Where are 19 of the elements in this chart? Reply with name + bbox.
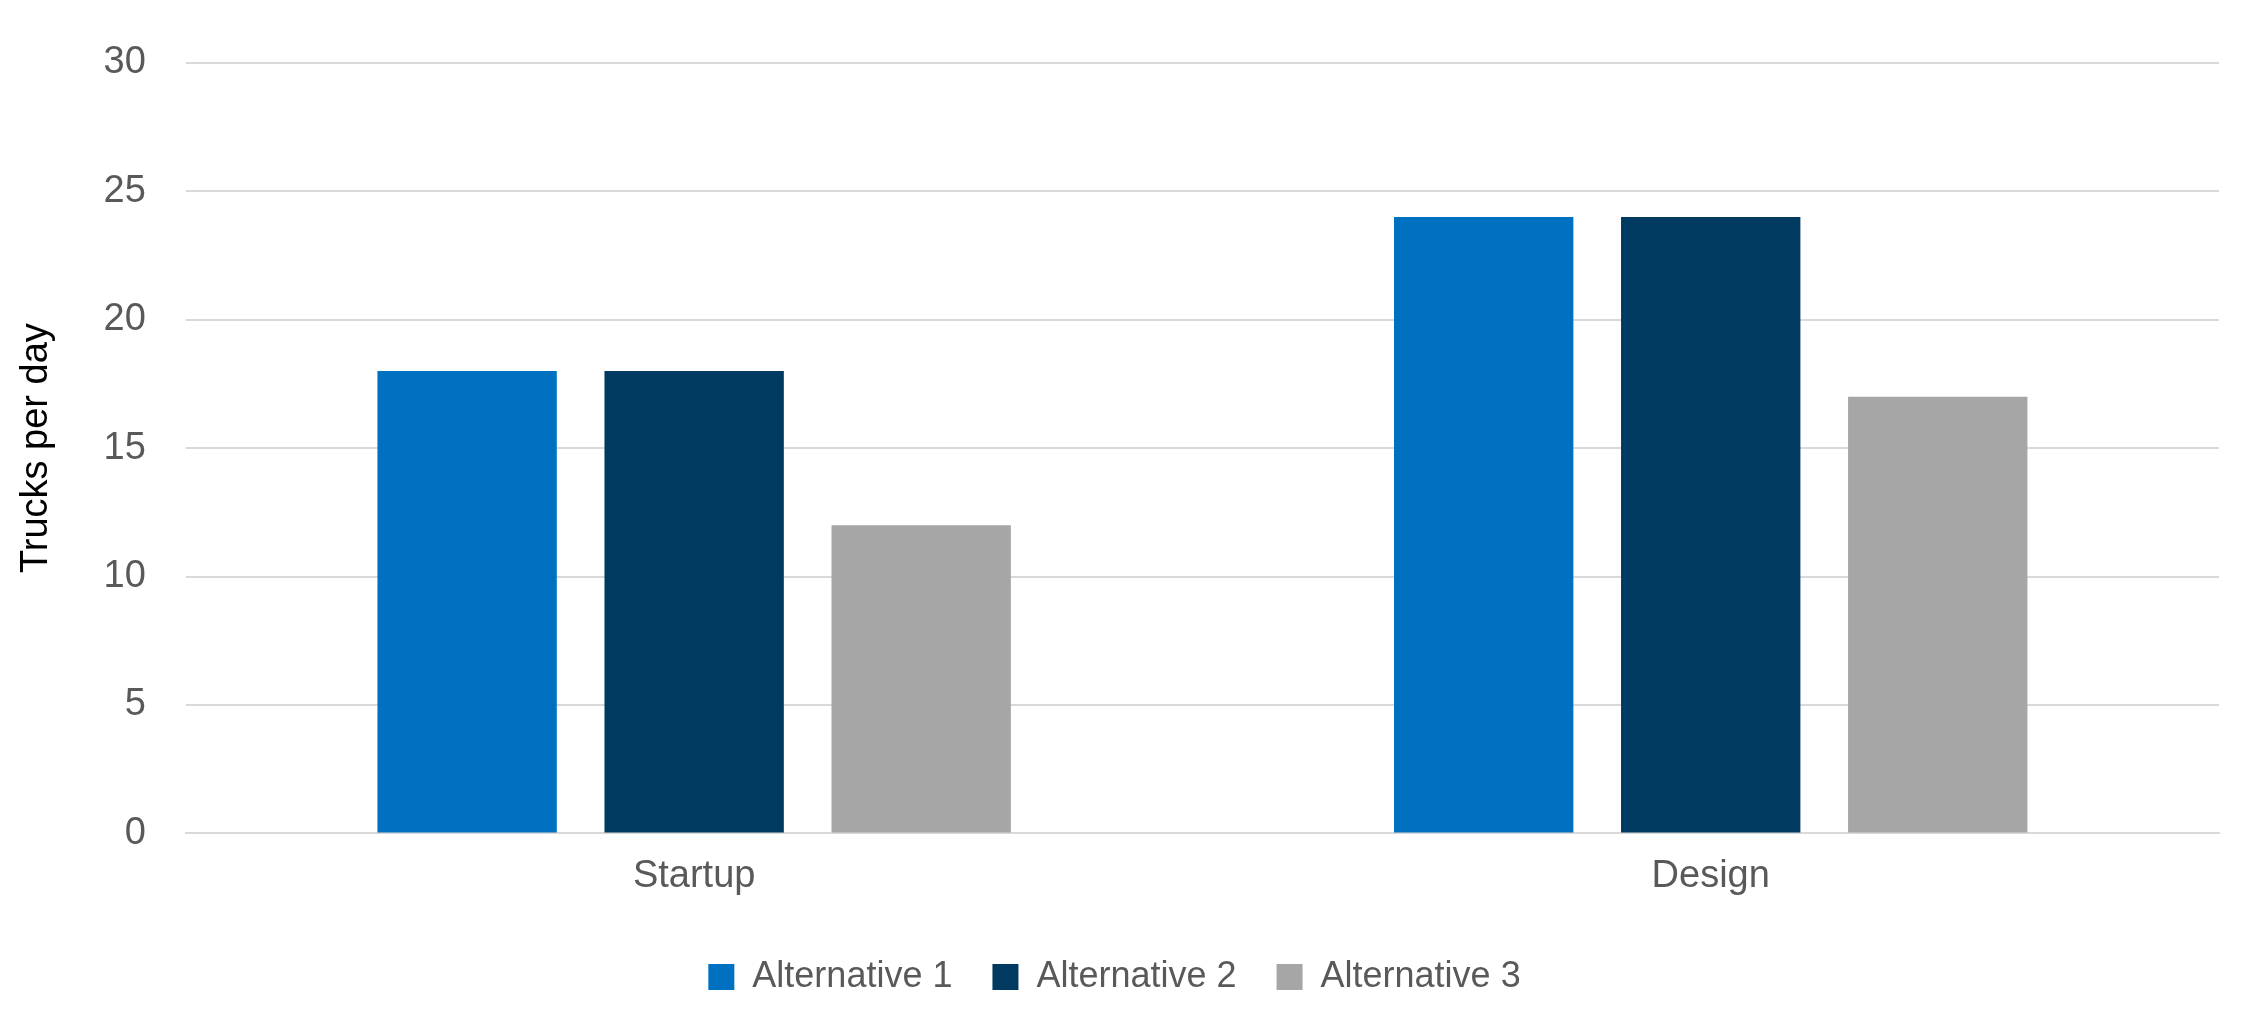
y-tick-label: 10 [103, 553, 146, 596]
y-tick-label: 30 [103, 39, 146, 82]
bar [377, 371, 557, 833]
y-tick-label: 20 [103, 296, 146, 339]
bar [1394, 216, 1574, 833]
bar [604, 371, 784, 833]
bar [831, 525, 1011, 833]
y-tick-label: 25 [103, 167, 146, 210]
y-axis-title: Trucks per day [13, 323, 56, 574]
x-tick-label: Startup [632, 852, 756, 895]
legend-label: Alternative 1 [752, 953, 953, 995]
y-tick-label: 0 [124, 809, 146, 852]
legend-label: Alternative 3 [1320, 953, 1521, 995]
legend-label: Alternative 2 [1036, 953, 1237, 995]
bar [1621, 216, 1801, 833]
bar [1848, 396, 2028, 833]
x-tick-label: Design [1651, 852, 1770, 895]
y-tick-label: 5 [124, 681, 146, 724]
y-tick-label: 15 [103, 424, 146, 467]
